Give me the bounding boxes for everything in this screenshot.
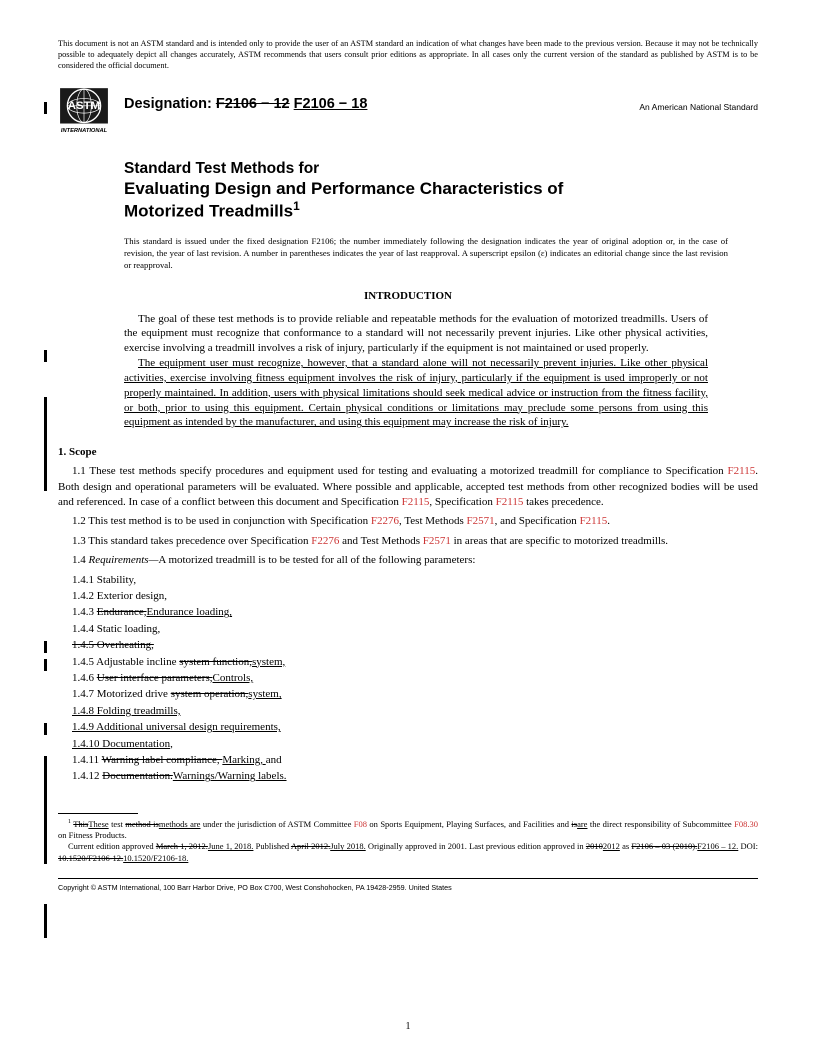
scope-1-4-5: 1.4.5 Adjustable incline system function… (72, 655, 758, 670)
intro-para-1: The goal of these test methods is to pro… (124, 312, 708, 357)
footnote-rule (58, 813, 138, 814)
scope-1-4-9: 1.4.9 Additional universal design requir… (72, 720, 758, 735)
intro-para-2: The equipment user must recognize, howev… (124, 356, 708, 430)
scope-1-4-2: 1.4.2 Exterior design, (72, 589, 758, 604)
designation: Designation: F2106 − 12 F2106 − 18 (124, 96, 367, 112)
change-bar (44, 723, 47, 735)
disclaimer-text: This document is not an ASTM standard an… (58, 38, 758, 72)
scope-1-4-3: 1.4.3 Endurance,Endurance loading, (72, 605, 758, 620)
introduction-heading: INTRODUCTION (58, 290, 758, 302)
title-prefix: Standard Test Methods for (124, 160, 758, 179)
change-bar (44, 904, 47, 938)
scope-1-4-6: 1.4.6 User interface parameters,Controls… (72, 671, 758, 686)
scope-1-4: 1.4 Requirements—A motorized treadmill i… (58, 553, 758, 568)
scope-1-4-8: 1.4.8 Folding treadmills, (72, 704, 758, 719)
ref-link[interactable]: F2276 (311, 535, 339, 547)
title-block: Standard Test Methods for Evaluating Des… (124, 160, 758, 223)
change-bar (44, 102, 47, 114)
page-number: 1 (406, 1021, 411, 1032)
header-row: ASTM INTERNATIONAL Designation: F2106 − … (58, 84, 758, 136)
copyright-text: Copyright © ASTM International, 100 Barr… (58, 883, 758, 892)
scope-1-1: 1.1 These test methods specify procedure… (58, 464, 758, 510)
scope-1-4-5-old: 1.4.5 Overheating, (72, 638, 758, 653)
scope-1-4-10: 1.4.10 Documentation, (72, 737, 758, 752)
change-bar (44, 641, 47, 653)
copyright-rule (58, 878, 758, 879)
change-bar (44, 659, 47, 671)
ref-link[interactable]: F2115 (580, 515, 608, 527)
footnote-2: Current edition approved March 1, 2012.J… (58, 841, 758, 864)
ref-link[interactable]: F2571 (467, 515, 495, 527)
designation-label: Designation: (124, 96, 212, 112)
scope-1-4-4: 1.4.4 Static loading, (72, 622, 758, 637)
scope-1-4-1: 1.4.1 Stability, (72, 573, 758, 588)
footnote-1: 1 ThisThese test method ismethods are un… (58, 818, 758, 842)
introduction-body: The goal of these test methods is to pro… (124, 312, 708, 431)
svg-text:ASTM: ASTM (68, 100, 100, 112)
ref-link[interactable]: F2115 (496, 496, 524, 508)
change-bar (44, 350, 47, 362)
designation-old: F2106 − 12 (216, 96, 290, 112)
scope-1-4-11: 1.4.11 Warning label compliance, Marking… (72, 753, 758, 768)
ans-label: An American National Standard (639, 102, 758, 112)
svg-text:INTERNATIONAL: INTERNATIONAL (61, 127, 108, 133)
title-main: Evaluating Design and Performance Charac… (124, 178, 758, 222)
ref-link[interactable]: F2276 (371, 515, 399, 527)
ref-link[interactable]: F08 (354, 819, 367, 829)
scope-1-3: 1.3 This standard takes precedence over … (58, 534, 758, 549)
ref-link[interactable]: F2115 (728, 465, 756, 477)
ref-link[interactable]: F2571 (423, 535, 451, 547)
ref-link[interactable]: F08.30 (734, 819, 758, 829)
designation-new: F2106 − 18 (294, 96, 368, 112)
ref-link[interactable]: F2115 (402, 496, 430, 508)
standard-note: This standard is issued under the fixed … (124, 236, 728, 271)
scope-heading: 1. Scope (58, 446, 758, 458)
scope-1-4-12: 1.4.12 Documentation.Warnings/Warning la… (72, 769, 758, 784)
change-bar (44, 756, 47, 864)
scope-1-2: 1.2 This test method is to be used in co… (58, 514, 758, 529)
astm-logo: ASTM INTERNATIONAL (58, 84, 110, 136)
scope-1-4-7: 1.4.7 Motorized drive system operation,s… (72, 687, 758, 702)
scope-body: 1.1 These test methods specify procedure… (58, 464, 758, 784)
change-bar (44, 397, 47, 491)
